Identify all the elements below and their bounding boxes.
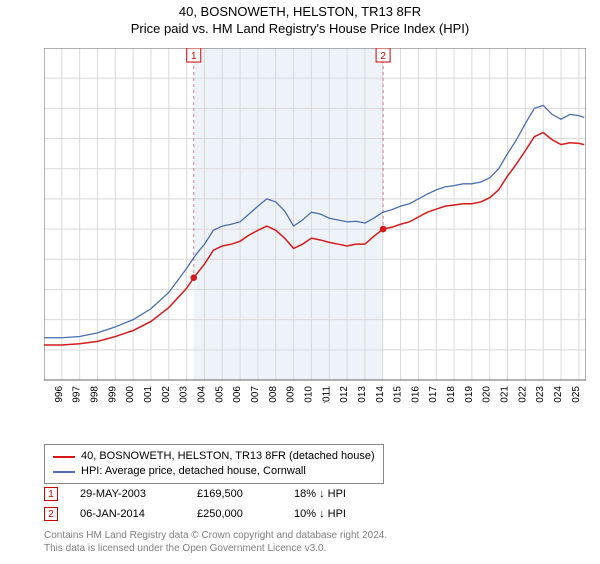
svg-text:2004: 2004	[196, 386, 207, 403]
svg-text:2014: 2014	[375, 386, 386, 403]
sale-row: 1 29-MAY-2003 £169,500 18% ↓ HPI	[44, 484, 384, 504]
sales-table: 1 29-MAY-2003 £169,500 18% ↓ HPI 2 06-JAN-201…	[44, 484, 384, 524]
sale-price: £250,000	[197, 508, 272, 520]
svg-text:2016: 2016	[410, 386, 421, 403]
chart-legend: 40, BOSNOWETH, HELSTON, TR13 8FR (detach…	[44, 444, 384, 484]
sale-row: 2 06-JAN-2014 £250,000 10% ↓ HPI	[44, 504, 384, 524]
svg-text:1998: 1998	[89, 386, 100, 403]
svg-text:2011: 2011	[321, 386, 332, 403]
sale-diff: 18% ↓ HPI	[294, 488, 384, 500]
svg-text:1999: 1999	[107, 386, 118, 403]
chart-title-address: 40, BOSNOWETH, HELSTON, TR13 8FR	[0, 4, 600, 19]
license-text: Contains HM Land Registry data © Crown c…	[44, 529, 387, 555]
svg-text:1997: 1997	[72, 386, 83, 403]
svg-text:2017: 2017	[428, 386, 439, 403]
svg-text:2024: 2024	[553, 386, 564, 403]
legend-swatch	[53, 471, 75, 473]
license-line1: Contains HM Land Registry data © Crown c…	[44, 529, 387, 542]
svg-text:2006: 2006	[232, 386, 243, 403]
svg-text:2000: 2000	[125, 386, 136, 403]
svg-text:2015: 2015	[393, 386, 404, 403]
price-chart: £0£50K£100K£150K£200K£250K£300K£350K£400…	[44, 48, 586, 403]
svg-text:2003: 2003	[179, 386, 190, 403]
svg-text:2: 2	[380, 51, 386, 62]
svg-text:2025: 2025	[571, 386, 582, 403]
svg-text:2022: 2022	[517, 386, 528, 403]
sale-marker-box: 2	[44, 507, 58, 521]
svg-text:1: 1	[191, 51, 197, 62]
legend-label: HPI: Average price, detached house, Corn…	[81, 464, 306, 479]
sale-diff: 10% ↓ HPI	[294, 508, 384, 520]
legend-row: HPI: Average price, detached house, Corn…	[53, 464, 375, 479]
legend-swatch	[53, 456, 75, 458]
sale-date: 06-JAN-2014	[80, 508, 175, 520]
svg-text:2020: 2020	[482, 386, 493, 403]
svg-text:2009: 2009	[286, 386, 297, 403]
svg-text:2010: 2010	[303, 386, 314, 403]
svg-text:2005: 2005	[214, 386, 225, 403]
svg-text:2008: 2008	[268, 386, 279, 403]
license-line2: This data is licensed under the Open Gov…	[44, 542, 387, 555]
svg-text:2007: 2007	[250, 386, 261, 403]
svg-text:2019: 2019	[464, 386, 475, 403]
chart-title-subtitle: Price paid vs. HM Land Registry's House …	[0, 21, 600, 36]
svg-text:1996: 1996	[54, 386, 65, 403]
legend-label: 40, BOSNOWETH, HELSTON, TR13 8FR (detach…	[81, 449, 375, 464]
sale-price: £169,500	[197, 488, 272, 500]
svg-text:2012: 2012	[339, 386, 350, 403]
svg-text:2013: 2013	[357, 386, 368, 403]
svg-text:2018: 2018	[446, 386, 457, 403]
sale-marker-box: 1	[44, 487, 58, 501]
sale-date: 29-MAY-2003	[80, 488, 175, 500]
legend-row: 40, BOSNOWETH, HELSTON, TR13 8FR (detach…	[53, 449, 375, 464]
svg-text:2002: 2002	[161, 386, 172, 403]
svg-text:2021: 2021	[500, 386, 511, 403]
svg-text:2023: 2023	[535, 386, 546, 403]
svg-text:1995: 1995	[44, 386, 47, 403]
svg-text:2001: 2001	[143, 386, 154, 403]
